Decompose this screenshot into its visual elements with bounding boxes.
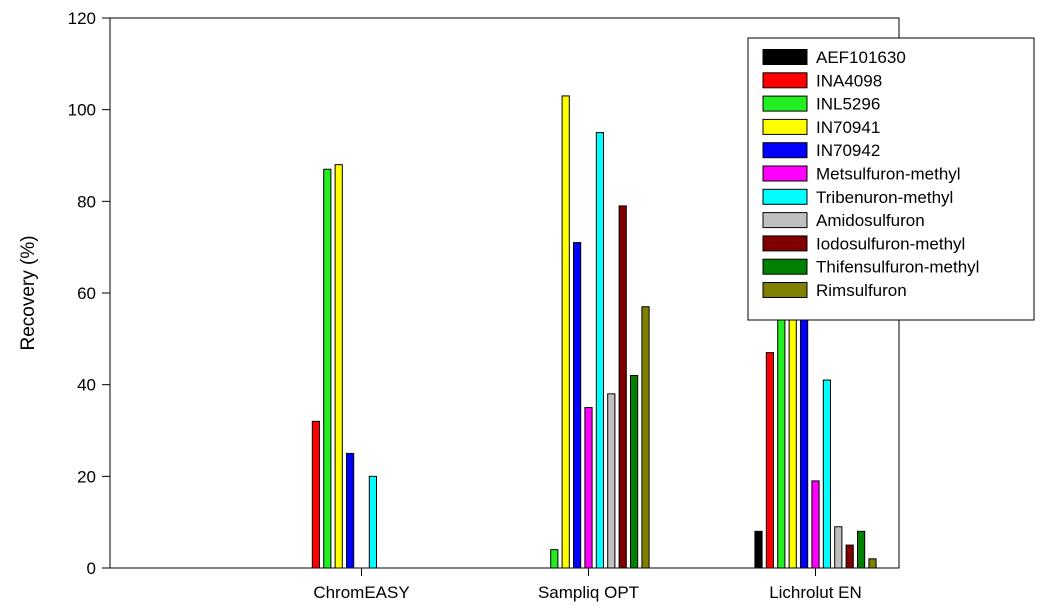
legend-swatch — [762, 282, 808, 298]
bar — [845, 544, 854, 569]
bar — [334, 164, 343, 569]
bar — [573, 242, 582, 569]
legend-label: Metsulfuron-methyl — [816, 165, 961, 184]
legend-swatch — [762, 95, 808, 112]
legend-swatch — [762, 118, 808, 135]
x-axis: ChromEASY Sampliq OPT Lichrolut EN — [313, 568, 862, 602]
x-tick-label: ChromEASY — [313, 583, 409, 602]
bar — [868, 558, 877, 569]
y-tick-label: 40 — [77, 376, 96, 395]
legend-label: Thifensulfuron-methyl — [816, 258, 979, 277]
bar — [561, 95, 570, 569]
legend-label: Tribenuron-methyl — [816, 188, 953, 207]
bar — [323, 168, 332, 569]
legend-label: Amidosulfuron — [816, 211, 925, 230]
bar — [346, 452, 355, 569]
y-tick-label: 60 — [77, 284, 96, 303]
bar — [595, 132, 604, 569]
legend-label: Iodosulfuron-methyl — [816, 234, 965, 253]
legend-swatch — [762, 165, 808, 182]
bar — [607, 393, 616, 569]
bar — [368, 475, 377, 569]
bar — [311, 420, 320, 569]
legend-swatch — [762, 212, 808, 229]
bar — [800, 310, 809, 569]
bar — [550, 549, 559, 569]
bar — [822, 379, 831, 569]
legend-swatch — [762, 72, 808, 89]
legend-label: IN70941 — [816, 118, 880, 137]
x-tick-label: Sampliq OPT — [538, 583, 639, 602]
legend-swatch — [762, 235, 808, 252]
y-tick-label: 100 — [68, 101, 96, 120]
legend-swatch — [762, 188, 808, 205]
bar — [834, 526, 843, 569]
legend-label: AEF101630 — [816, 48, 906, 67]
legend: AEF101630 INA4098 INL5296 IN70941 IN70942 Met… — [747, 37, 1035, 321]
bar — [584, 407, 593, 569]
y-tick-label: 120 — [68, 9, 96, 28]
y-axis-title: Recovery (%) — [18, 235, 39, 350]
bar — [630, 375, 639, 569]
legend-label: Rimsulfuron — [816, 281, 907, 300]
legend-label: INL5296 — [816, 95, 880, 114]
y-tick-label: 0 — [87, 559, 96, 578]
legend-swatch — [762, 142, 808, 159]
bar — [811, 480, 820, 569]
y-axis: 0 20 40 60 80 100 120 — [68, 9, 110, 578]
bar — [618, 205, 627, 569]
y-tick-label: 80 — [77, 192, 96, 211]
legend-swatch — [762, 258, 808, 275]
legend-swatch — [762, 49, 808, 65]
legend-label: INA4098 — [816, 71, 882, 90]
bars — [311, 95, 877, 569]
bar — [754, 530, 763, 569]
bar — [641, 306, 650, 569]
y-tick-label: 20 — [77, 467, 96, 486]
bar — [765, 352, 774, 569]
x-tick-label: Lichrolut EN — [769, 583, 862, 602]
bar — [857, 530, 866, 569]
legend-label: IN70942 — [816, 141, 880, 160]
